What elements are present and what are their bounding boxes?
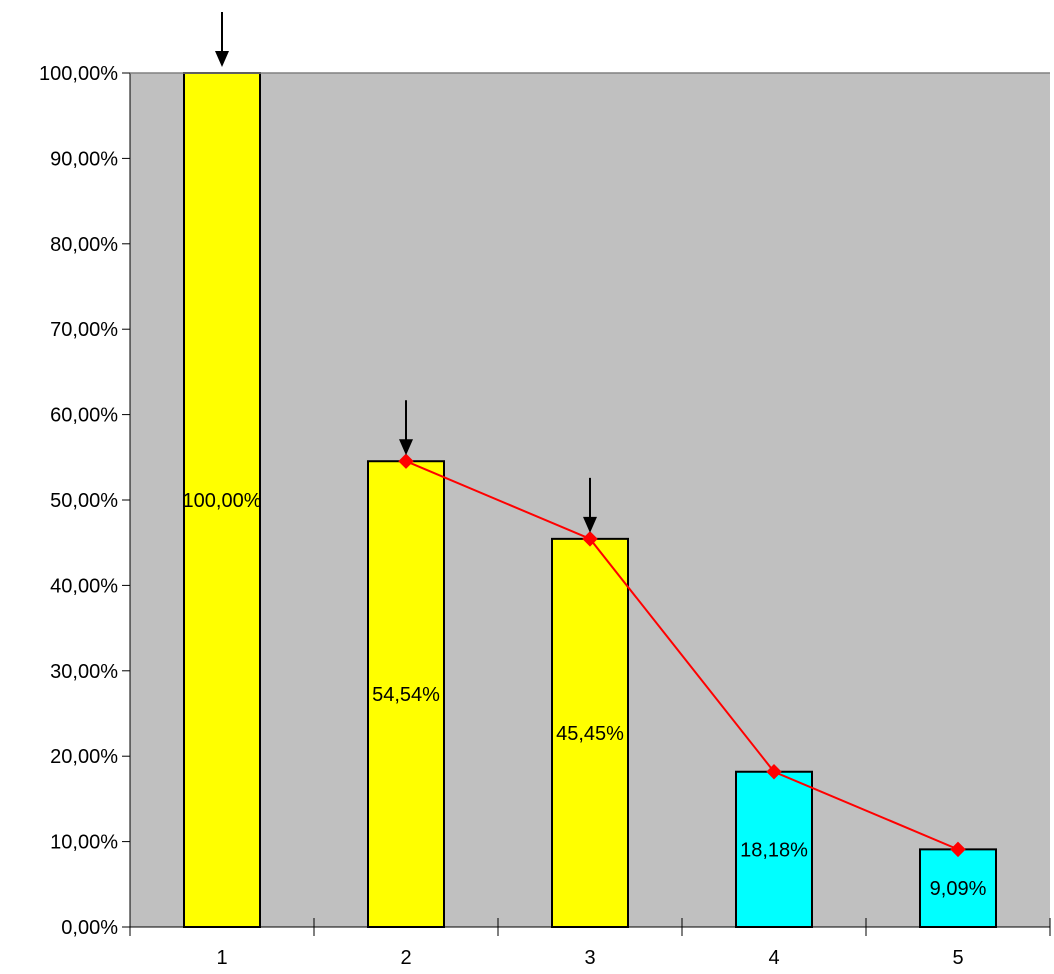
data-label: 9,09% <box>930 878 987 900</box>
bar <box>735 770 813 928</box>
y-tick-label: 0,00% <box>61 917 118 939</box>
arrow-head <box>583 516 597 533</box>
y-tick-label: 100,00% <box>39 63 118 85</box>
arrow-head <box>215 51 229 67</box>
x-tick-label: 1 <box>216 947 227 969</box>
arrow-marker <box>399 400 413 456</box>
y-tick-label: 50,00% <box>50 490 118 512</box>
trend-line-point <box>582 531 598 547</box>
data-label: 18,18% <box>740 839 808 861</box>
data-label: 100,00% <box>183 490 262 512</box>
data-label: 54,54% <box>372 684 440 706</box>
trend-line-point <box>398 453 414 469</box>
y-tick-label: 10,00% <box>50 832 118 854</box>
arrow-marker <box>583 477 597 533</box>
bar <box>367 460 445 928</box>
y-axis: 0,00% 10,00% 20,00% 30,00% 40,00% 50,00% 60,00… <box>39 63 131 939</box>
y-tick-label: 80,00% <box>50 234 118 256</box>
arrow-marker <box>215 12 229 67</box>
x-tick-label: 5 <box>952 947 963 969</box>
y-tick-label: 90,00% <box>50 148 118 170</box>
data-label: 45,45% <box>556 723 624 745</box>
trend-line-point <box>766 764 782 780</box>
y-tick-label: 30,00% <box>50 661 118 683</box>
data-labels: 100,00% 54,54% 45,45% 18,18% 9,09% <box>183 490 987 900</box>
y-tick-label: 70,00% <box>50 319 118 341</box>
x-tick-label: 4 <box>768 947 779 969</box>
y-tick-label: 60,00% <box>50 405 118 427</box>
y-tick-label: 20,00% <box>50 746 118 768</box>
y-tick-label: 40,00% <box>50 575 118 597</box>
arrow-markers <box>215 12 597 533</box>
trend-line-point <box>950 841 966 858</box>
x-tick-label: 3 <box>584 947 595 969</box>
x-tick-label: 2 <box>400 947 411 969</box>
trend-line <box>398 453 966 858</box>
bar <box>551 537 629 928</box>
bars <box>183 72 997 928</box>
trend-line-path <box>405 460 959 851</box>
bar <box>183 72 261 928</box>
arrow-head <box>399 439 413 456</box>
